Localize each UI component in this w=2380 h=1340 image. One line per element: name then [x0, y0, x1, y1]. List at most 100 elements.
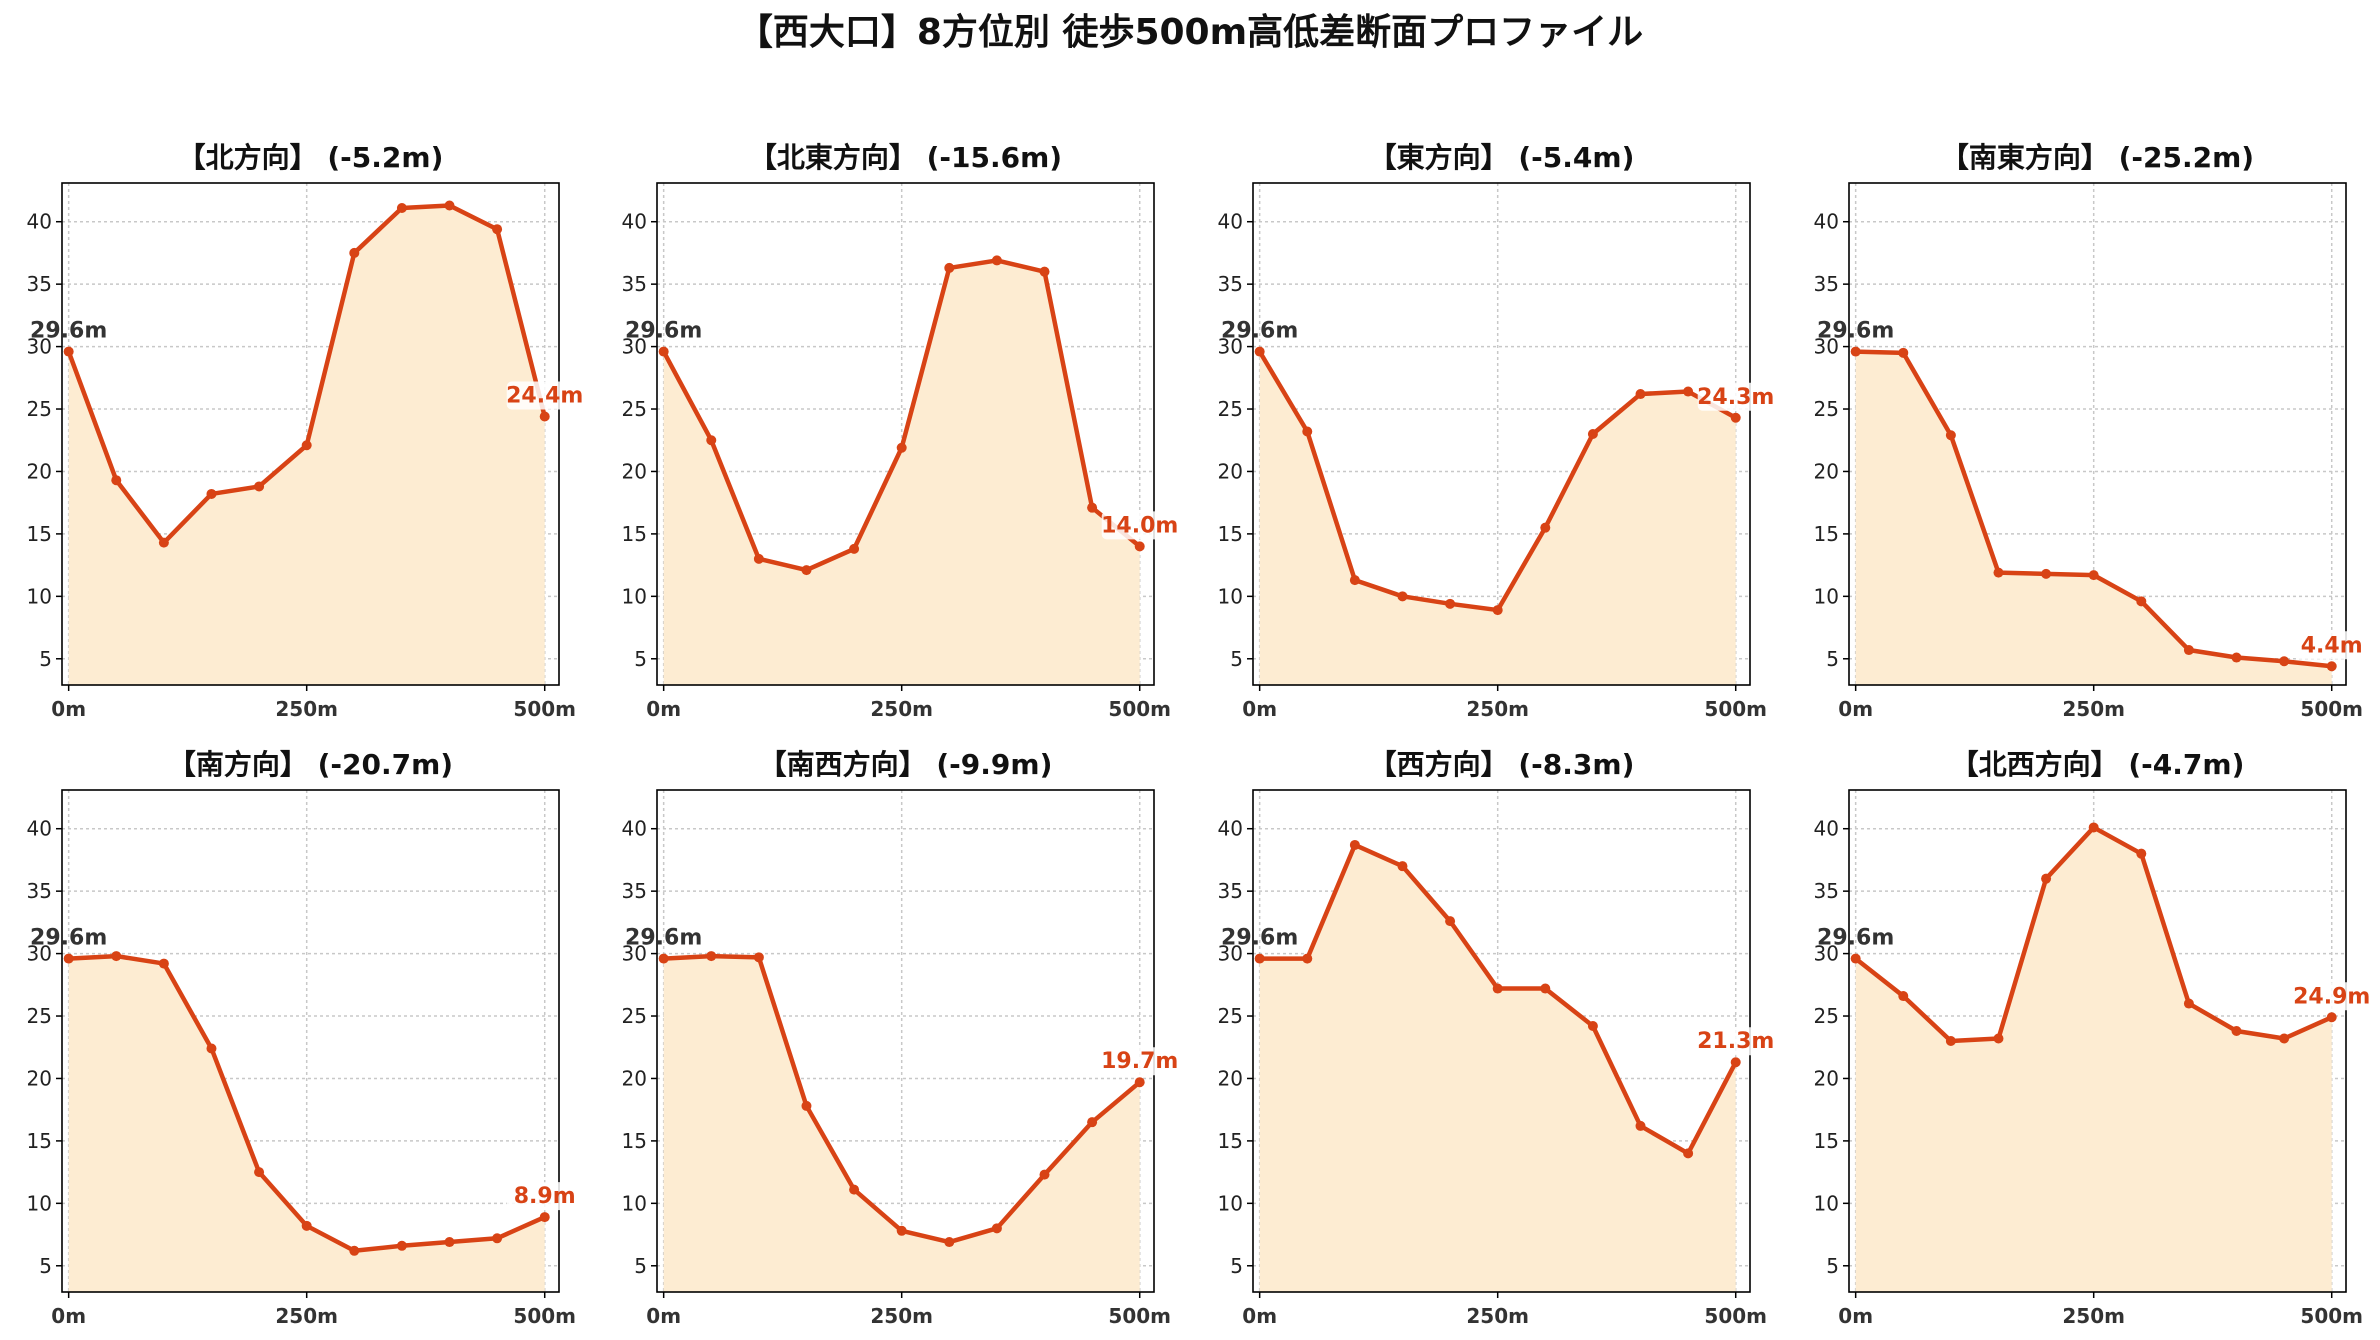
plot-frame — [61, 789, 560, 1293]
elevation-point — [991, 255, 1002, 266]
elevation-point — [349, 247, 360, 258]
elevation-point — [1492, 983, 1503, 994]
subplot-title: 【北東方向】 (-15.6m) — [749, 141, 1062, 174]
y-tick-label: 25 — [622, 397, 647, 421]
elevation-point — [1730, 412, 1741, 423]
x-tick-label: 0m — [646, 1304, 681, 1328]
elevation-point — [111, 475, 122, 486]
y-tick-label: 20 — [1814, 459, 1839, 483]
x-tick-label: 500m — [2300, 1304, 2363, 1328]
elevation-point — [254, 1167, 265, 1178]
elevation-point — [944, 262, 955, 273]
y-tick-label: 20 — [1814, 1066, 1839, 1090]
elevation-point — [396, 1240, 407, 1251]
y-tick-label: 20 — [27, 459, 52, 483]
end-label-box — [1697, 382, 1774, 411]
elevation-point — [1349, 575, 1360, 586]
y-tick-label: 40 — [27, 817, 52, 841]
y-tick-label: 30 — [1814, 335, 1839, 359]
elevation-area — [1855, 351, 2332, 685]
y-tick-label: 25 — [27, 1004, 52, 1028]
elevation-point — [1134, 541, 1145, 552]
elevation-point — [1540, 522, 1551, 533]
end-elevation-label: 24.3m — [1697, 385, 1774, 410]
y-tick-label: 10 — [1218, 584, 1243, 608]
elevation-point — [1492, 605, 1503, 616]
start-elevation-label: 29.6m — [1221, 319, 1298, 344]
elevation-point — [301, 440, 312, 451]
elevation-point — [1635, 389, 1646, 400]
x-tick-label: 250m — [275, 1304, 338, 1328]
elevation-point — [896, 442, 907, 453]
y-tick-label: 5 — [39, 647, 52, 671]
y-tick-label: 15 — [622, 1129, 647, 1153]
plot-frame — [1848, 182, 2347, 686]
elevation-point — [2136, 848, 2147, 859]
elevation-point — [2183, 645, 2194, 656]
elevation-point — [158, 537, 169, 548]
subplot-6: 【南西方向】 (-9.9m) 5 10 15 20 25 30 35 40 0m 250m 500m 2… — [622, 748, 1179, 1328]
y-tick-label: 25 — [27, 397, 52, 421]
elevation-point — [753, 952, 764, 963]
elevation-point — [706, 435, 717, 446]
y-tick-label: 30 — [1218, 335, 1243, 359]
elevation-point — [206, 1043, 217, 1054]
elevation-point — [1587, 429, 1598, 439]
plot-frame — [656, 789, 1155, 1293]
x-tick-label: 500m — [513, 697, 576, 721]
elevation-point — [658, 346, 669, 357]
end-elevation-label: 21.3m — [1697, 1029, 1774, 1054]
elevation-point — [1134, 1077, 1145, 1088]
y-tick-label: 10 — [1814, 584, 1839, 608]
y-tick-label: 10 — [1218, 1191, 1243, 1215]
elevation-point — [2279, 656, 2290, 667]
elevation-area — [1259, 844, 1736, 1292]
y-tick-label: 10 — [622, 584, 647, 608]
elevation-point — [492, 224, 503, 235]
elevation-point — [2231, 1026, 2242, 1037]
x-tick-label: 0m — [1838, 697, 1873, 721]
elevation-point — [492, 1233, 503, 1244]
y-tick-label: 40 — [622, 817, 647, 841]
x-tick-label: 500m — [2300, 697, 2363, 721]
end-label-box — [2293, 982, 2370, 1011]
elevation-point — [1850, 346, 1861, 357]
y-tick-label: 35 — [27, 272, 52, 296]
y-tick-label: 40 — [1814, 817, 1839, 841]
x-tick-label: 500m — [1704, 1304, 1767, 1328]
x-tick-label: 0m — [51, 697, 86, 721]
y-tick-label: 40 — [1814, 210, 1839, 234]
y-tick-label: 15 — [1218, 522, 1243, 546]
end-label-box — [506, 381, 583, 410]
elevation-point — [111, 951, 122, 962]
y-tick-label: 25 — [622, 1004, 647, 1028]
y-tick-label: 35 — [622, 879, 647, 903]
elevation-point — [944, 1237, 955, 1248]
x-tick-label: 250m — [275, 697, 338, 721]
x-tick-label: 0m — [51, 1304, 86, 1328]
y-tick-label: 30 — [622, 942, 647, 966]
x-tick-label: 500m — [1108, 1304, 1171, 1328]
elevation-point — [801, 565, 812, 576]
y-tick-label: 30 — [1218, 942, 1243, 966]
elevation-point — [2136, 596, 2147, 607]
elevation-point — [2088, 822, 2099, 833]
y-tick-label: 25 — [1814, 397, 1839, 421]
x-tick-label: 250m — [870, 1304, 933, 1328]
elevation-point — [1730, 1057, 1741, 1068]
y-tick-label: 25 — [1218, 1004, 1243, 1028]
subplot-7: 【西方向】 (-8.3m) 5 10 15 20 25 30 35 40 0m 250m 500m 29… — [1218, 748, 1775, 1328]
elevation-point — [63, 953, 74, 964]
start-elevation-label: 29.6m — [1817, 926, 1894, 951]
subplot-8: 【北西方向】 (-4.7m) 5 10 15 20 25 30 35 40 0m 250m 500m 2… — [1814, 748, 2371, 1328]
end-elevation-label: 24.4m — [506, 384, 583, 409]
elevation-point — [1993, 567, 2004, 578]
elevation-point — [539, 1212, 550, 1223]
y-tick-label: 20 — [1218, 459, 1243, 483]
y-tick-label: 40 — [27, 210, 52, 234]
elevation-point — [753, 553, 764, 564]
elevation-point — [158, 958, 169, 969]
elevation-point — [1302, 953, 1313, 964]
start-elevation-label: 29.6m — [625, 926, 702, 951]
